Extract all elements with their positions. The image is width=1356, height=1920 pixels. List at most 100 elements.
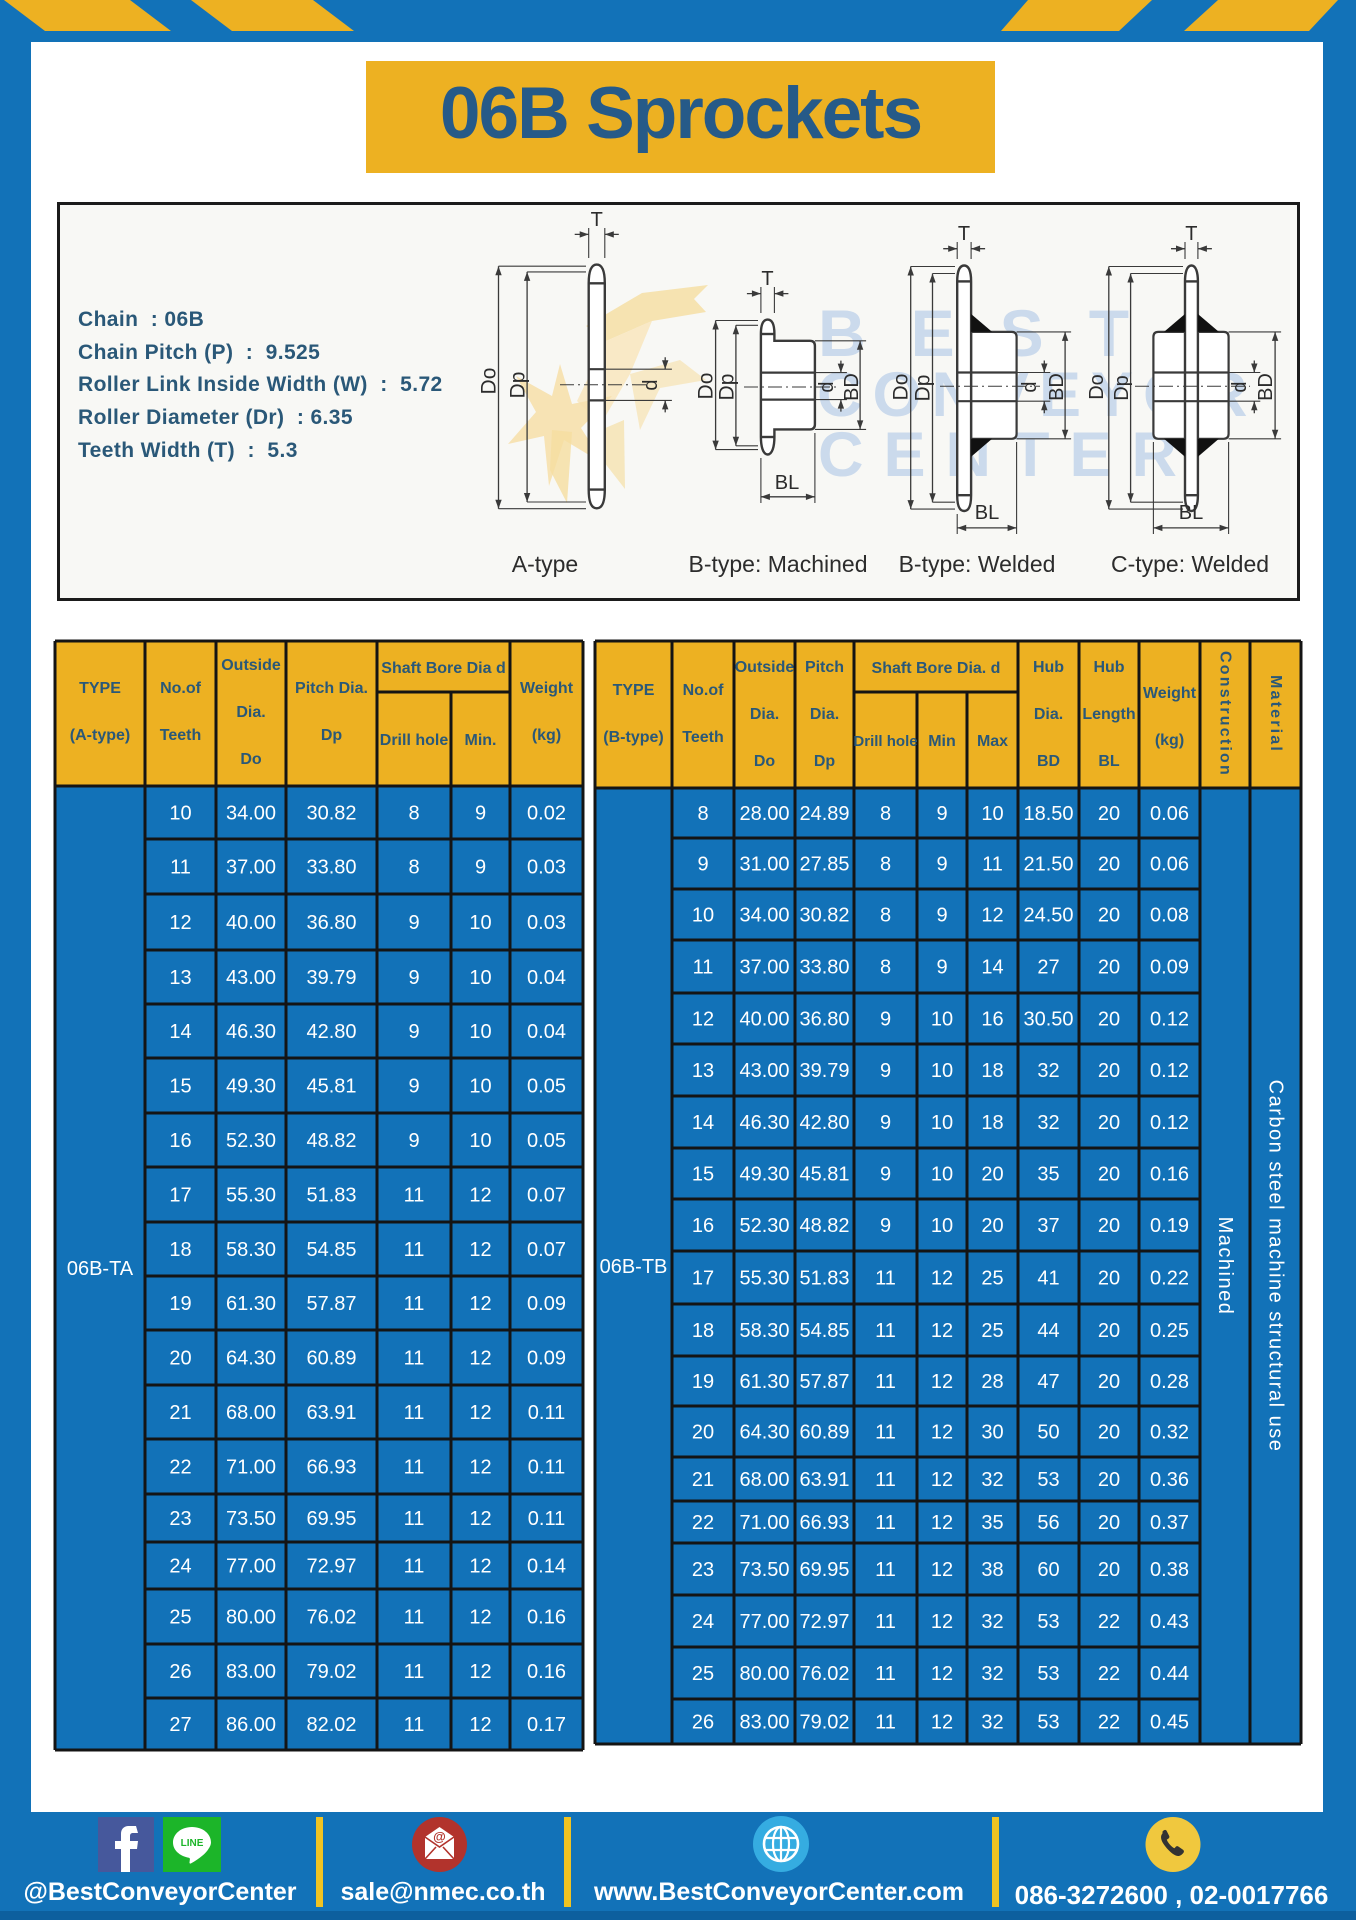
svg-text:Outside: Outside bbox=[221, 657, 281, 674]
svg-text:0.43: 0.43 bbox=[1150, 1611, 1189, 1633]
svg-text:26: 26 bbox=[169, 1661, 191, 1683]
svg-text:12: 12 bbox=[469, 1185, 491, 1207]
svg-text:19: 19 bbox=[169, 1293, 191, 1315]
svg-text:9: 9 bbox=[475, 803, 486, 825]
svg-text:53: 53 bbox=[1037, 1663, 1059, 1685]
svg-text:0.12: 0.12 bbox=[1150, 1009, 1189, 1031]
svg-text:Pitch Dia.: Pitch Dia. bbox=[295, 680, 368, 697]
svg-text:0.11: 0.11 bbox=[528, 1508, 565, 1530]
svg-text:56: 56 bbox=[1037, 1512, 1059, 1534]
svg-text:T: T bbox=[591, 209, 603, 231]
svg-text:10: 10 bbox=[469, 912, 491, 934]
svg-text:Dia.: Dia. bbox=[750, 706, 779, 723]
svg-text:17: 17 bbox=[169, 1185, 191, 1207]
svg-text:20: 20 bbox=[1098, 1164, 1120, 1186]
svg-text:37.00: 37.00 bbox=[739, 957, 789, 979]
svg-text:46.30: 46.30 bbox=[739, 1112, 789, 1134]
svg-text:11: 11 bbox=[875, 1320, 896, 1342]
svg-text:d: d bbox=[816, 381, 838, 392]
svg-text:12: 12 bbox=[931, 1422, 953, 1444]
svg-text:0.28: 0.28 bbox=[1150, 1371, 1189, 1393]
svg-text:20: 20 bbox=[692, 1422, 714, 1444]
svg-text:11: 11 bbox=[404, 1607, 425, 1629]
svg-text:30.50: 30.50 bbox=[1023, 1009, 1073, 1031]
svg-text:20: 20 bbox=[1098, 1060, 1120, 1082]
svg-text:Dp: Dp bbox=[507, 372, 530, 399]
svg-text:BD: BD bbox=[1255, 373, 1277, 401]
svg-text:35: 35 bbox=[1037, 1164, 1059, 1186]
svg-text:11: 11 bbox=[875, 1559, 896, 1581]
svg-text:0.11: 0.11 bbox=[528, 1402, 565, 1424]
svg-text:8: 8 bbox=[408, 803, 419, 825]
svg-text:0.32: 0.32 bbox=[1150, 1422, 1189, 1444]
svg-text:0.07: 0.07 bbox=[527, 1239, 566, 1261]
svg-text:No.of: No.of bbox=[160, 680, 202, 697]
svg-text:30: 30 bbox=[981, 1422, 1003, 1444]
svg-text:42.80: 42.80 bbox=[799, 1112, 849, 1134]
svg-text:11: 11 bbox=[404, 1348, 425, 1370]
svg-text:11: 11 bbox=[875, 1268, 896, 1290]
svg-text:11: 11 bbox=[404, 1556, 425, 1578]
svg-text:33.80: 33.80 bbox=[799, 957, 849, 979]
svg-text:25: 25 bbox=[169, 1607, 191, 1629]
svg-text:Dp: Dp bbox=[716, 374, 739, 401]
svg-text:Shaft Bore Dia. d: Shaft Bore Dia. d bbox=[872, 660, 1001, 677]
svg-text:28: 28 bbox=[981, 1371, 1003, 1393]
svg-text:58.30: 58.30 bbox=[739, 1320, 789, 1342]
svg-text:BL: BL bbox=[1098, 753, 1120, 770]
svg-text:12: 12 bbox=[692, 1009, 714, 1031]
svg-text:80.00: 80.00 bbox=[226, 1607, 276, 1629]
svg-text:53: 53 bbox=[1037, 1712, 1059, 1734]
svg-text:12: 12 bbox=[981, 905, 1003, 927]
svg-text:57.87: 57.87 bbox=[306, 1293, 356, 1315]
svg-text:Teeth: Teeth bbox=[160, 727, 201, 744]
svg-text:8: 8 bbox=[880, 854, 891, 876]
svg-text:15: 15 bbox=[169, 1076, 191, 1098]
svg-text:Teeth: Teeth bbox=[682, 729, 723, 746]
svg-text:9: 9 bbox=[936, 854, 947, 876]
svg-text:10: 10 bbox=[469, 1021, 491, 1043]
svg-text:BD: BD bbox=[841, 373, 863, 401]
svg-text:60.89: 60.89 bbox=[306, 1348, 356, 1370]
svg-text:64.30: 64.30 bbox=[226, 1348, 276, 1370]
svg-text:25: 25 bbox=[981, 1268, 1003, 1290]
svg-text:60: 60 bbox=[1037, 1559, 1059, 1581]
svg-text:0.17: 0.17 bbox=[527, 1714, 566, 1736]
svg-text:80.00: 80.00 bbox=[739, 1663, 789, 1685]
svg-text:0.02: 0.02 bbox=[527, 803, 566, 825]
svg-text:14: 14 bbox=[169, 1021, 191, 1043]
svg-text:46.30: 46.30 bbox=[226, 1021, 276, 1043]
svg-text:12: 12 bbox=[931, 1611, 953, 1633]
svg-text:22: 22 bbox=[1098, 1712, 1120, 1734]
svg-text:Drill hole: Drill hole bbox=[380, 732, 449, 749]
svg-text:0.05: 0.05 bbox=[527, 1076, 566, 1098]
svg-text:40.00: 40.00 bbox=[226, 912, 276, 934]
svg-text:11: 11 bbox=[875, 1469, 896, 1491]
svg-text:11: 11 bbox=[875, 1611, 896, 1633]
svg-text:53: 53 bbox=[1037, 1611, 1059, 1633]
svg-text:14: 14 bbox=[692, 1112, 714, 1134]
svg-text:BD: BD bbox=[1046, 373, 1068, 401]
svg-text:9: 9 bbox=[408, 1130, 419, 1152]
svg-text:10: 10 bbox=[469, 1076, 491, 1098]
svg-text:Do: Do bbox=[695, 373, 718, 400]
svg-text:18: 18 bbox=[981, 1060, 1003, 1082]
svg-text:Min.: Min. bbox=[465, 732, 497, 749]
svg-text:76.02: 76.02 bbox=[799, 1663, 849, 1685]
svg-text:11: 11 bbox=[875, 1712, 896, 1734]
svg-text:Min: Min bbox=[928, 733, 956, 750]
svg-text:15: 15 bbox=[692, 1164, 714, 1186]
svg-text:9: 9 bbox=[880, 1215, 891, 1237]
svg-text:48.82: 48.82 bbox=[799, 1215, 849, 1237]
svg-text:42.80: 42.80 bbox=[306, 1021, 356, 1043]
svg-text:T: T bbox=[958, 223, 970, 245]
svg-text:54.85: 54.85 bbox=[306, 1239, 356, 1261]
svg-text:18.50: 18.50 bbox=[1023, 803, 1073, 825]
svg-text:(kg): (kg) bbox=[532, 727, 561, 744]
svg-text:32: 32 bbox=[981, 1663, 1003, 1685]
svg-text:9: 9 bbox=[880, 1164, 891, 1186]
svg-text:0.12: 0.12 bbox=[1150, 1112, 1189, 1134]
svg-text:LINE: LINE bbox=[181, 1838, 204, 1849]
svg-text:37.00: 37.00 bbox=[226, 857, 276, 879]
svg-text:11: 11 bbox=[982, 854, 1003, 876]
